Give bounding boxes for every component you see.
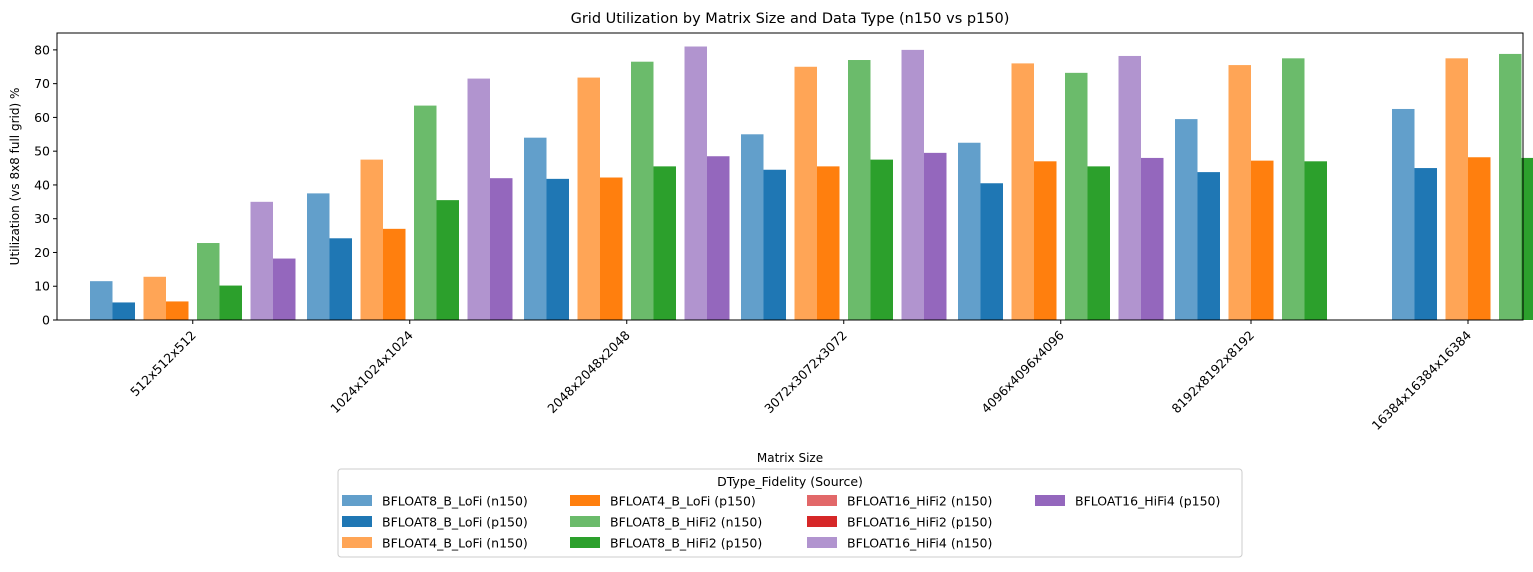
bar (1229, 65, 1252, 320)
chart-title: Grid Utilization by Matrix Size and Data… (571, 11, 1010, 27)
bar (1415, 168, 1438, 320)
bar (166, 301, 189, 320)
bar (524, 138, 547, 320)
legend-swatch (342, 516, 372, 527)
bar (383, 229, 406, 320)
bar (871, 160, 894, 320)
legend-label: BFLOAT8_B_HiFi2 (p150) (610, 536, 762, 551)
legend-swatch (807, 516, 837, 527)
bar (817, 166, 840, 320)
bar (273, 259, 296, 320)
bar (90, 281, 113, 320)
y-tick-label: 30 (34, 211, 50, 226)
bar (654, 166, 677, 320)
bar (490, 178, 513, 320)
y-axis-label: Utilization (vs 8x8 full grid) % (8, 88, 22, 266)
bar (578, 78, 601, 320)
bar (547, 179, 570, 320)
legend-swatch (570, 537, 600, 548)
y-tick-label: 20 (34, 245, 50, 260)
legend-title: DType_Fidelity (Source) (717, 474, 863, 489)
legend-swatch (1035, 495, 1065, 506)
bar (1392, 109, 1415, 320)
legend-swatch (807, 495, 837, 506)
y-tick-label: 60 (34, 110, 50, 125)
y-tick-label: 80 (34, 42, 50, 57)
bar (1012, 63, 1035, 320)
bar (1282, 58, 1305, 320)
legend-swatch (807, 537, 837, 548)
y-tick-label: 0 (42, 313, 50, 328)
y-tick-label: 70 (34, 76, 50, 91)
bar (414, 106, 437, 320)
bar (848, 60, 871, 320)
legend-label: BFLOAT4_B_LoFi (n150) (382, 536, 528, 551)
legend-label: BFLOAT16_HiFi2 (p150) (847, 515, 992, 530)
bar (685, 47, 708, 320)
bar (741, 134, 764, 320)
y-tick-label: 40 (34, 177, 50, 192)
bar (251, 202, 274, 320)
legend-label: BFLOAT16_HiFi2 (n150) (847, 494, 992, 509)
legend-label: BFLOAT4_B_LoFi (p150) (610, 494, 756, 509)
bar (902, 50, 925, 320)
bar (1119, 56, 1142, 320)
legend-swatch (342, 537, 372, 548)
bar (1141, 158, 1164, 320)
bar (361, 160, 384, 320)
bar (437, 200, 460, 320)
legend-swatch (342, 495, 372, 506)
bar (113, 302, 136, 320)
bar (1305, 161, 1328, 320)
legend-label: BFLOAT16_HiFi4 (n150) (847, 536, 992, 551)
bar (981, 183, 1004, 320)
bar (1198, 172, 1221, 320)
bar (1065, 73, 1088, 320)
bar (924, 153, 947, 320)
legend-label: BFLOAT16_HiFi4 (p150) (1075, 494, 1220, 509)
legend-label: BFLOAT8_B_LoFi (p150) (382, 515, 528, 530)
bar (197, 243, 220, 320)
bar (1034, 161, 1057, 320)
legend-label: BFLOAT8_B_HiFi2 (n150) (610, 515, 762, 530)
legend: DType_Fidelity (Source) BFLOAT8_B_LoFi (… (338, 469, 1242, 557)
bar (631, 62, 654, 320)
bar (600, 178, 623, 320)
bar (1088, 166, 1111, 320)
bar (1446, 58, 1469, 320)
bar (468, 79, 491, 320)
legend-swatch (570, 516, 600, 527)
legend-swatch (570, 495, 600, 506)
bar (707, 156, 730, 320)
bar (1468, 157, 1491, 320)
bar (1175, 119, 1198, 320)
bar (764, 170, 787, 320)
bar (220, 286, 243, 320)
bar (958, 143, 981, 320)
bar (307, 193, 330, 320)
y-tick-label: 10 (34, 279, 50, 294)
bar (144, 277, 167, 320)
y-tick-label: 50 (34, 144, 50, 159)
x-axis-label: Matrix Size (757, 451, 823, 465)
bar (1251, 161, 1274, 320)
bar (795, 67, 818, 320)
bar (1499, 54, 1522, 320)
legend-label: BFLOAT8_B_LoFi (n150) (382, 494, 528, 509)
bar (330, 238, 353, 320)
